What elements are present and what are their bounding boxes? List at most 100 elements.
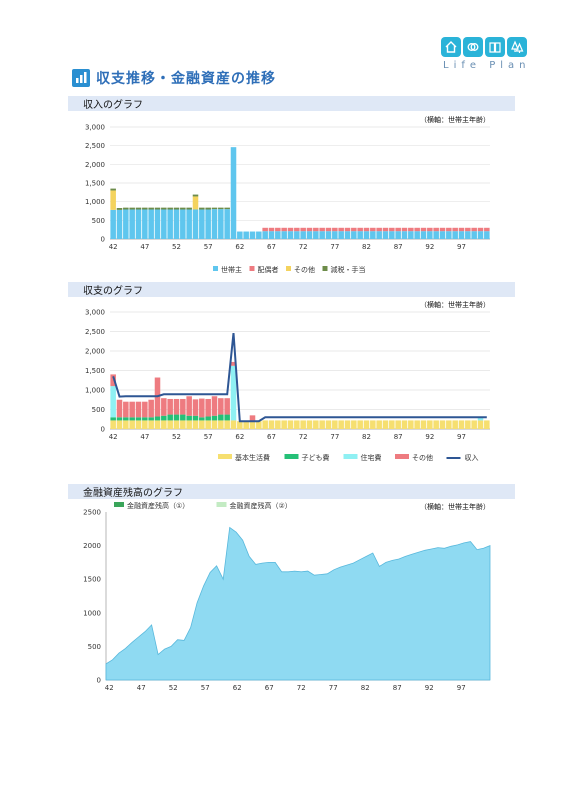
bar-segment	[452, 420, 458, 429]
bar-segment	[129, 420, 135, 429]
bar-segment	[395, 231, 401, 239]
bar-segment	[446, 231, 452, 239]
page-title: 収支推移・金融資産の推移	[96, 71, 276, 87]
bar-segment	[465, 227, 471, 232]
legend-swatch	[213, 266, 218, 271]
bar-segment	[262, 227, 268, 232]
legend-swatch	[114, 502, 124, 507]
asset-area-series-1	[105, 526, 491, 681]
bar-segment	[376, 420, 382, 429]
bar-segment	[110, 374, 116, 387]
x-tick-label: 97	[457, 433, 466, 441]
bar-segment	[173, 398, 180, 415]
bar-segment	[338, 227, 344, 232]
cashflow-section-title: 収支のグラフ	[83, 286, 143, 297]
bar-segment	[401, 420, 408, 429]
bar-segment	[471, 231, 477, 239]
bar-segment	[192, 399, 199, 416]
cashflow-axis-note: （横軸：世帯主年齢）	[420, 301, 490, 309]
bar-segment	[116, 209, 123, 239]
bar-segment	[294, 420, 300, 429]
bar-segment	[224, 414, 230, 421]
bar-segment	[477, 227, 484, 232]
legend-label: 減税・手当	[331, 265, 366, 274]
assets-section-title: 金融資産残高のグラフ	[83, 488, 183, 499]
bar-segment	[287, 420, 294, 429]
bar-segment	[205, 207, 211, 210]
x-tick-label: 67	[267, 243, 276, 251]
logo-text: Life Plan	[443, 60, 531, 71]
bar-segment	[268, 420, 275, 429]
bar-segment	[446, 420, 452, 429]
bar-segment	[180, 398, 186, 415]
bar-segment	[338, 231, 344, 239]
bar-segment	[294, 231, 300, 239]
bar-segment	[237, 231, 243, 239]
x-tick-label: 97	[457, 243, 466, 251]
x-tick-label: 52	[172, 433, 181, 441]
bar-segment	[306, 420, 313, 429]
bar-segment	[148, 209, 154, 239]
x-tick-label: 82	[361, 684, 370, 692]
bar-segment	[351, 420, 357, 429]
bar-segment	[186, 209, 192, 239]
bar-segment	[199, 209, 205, 239]
bar-segment	[357, 231, 363, 239]
x-tick-label: 57	[201, 684, 210, 692]
bar-segment	[199, 420, 205, 429]
y-tick-label: 500	[92, 406, 105, 414]
bar-segment	[382, 227, 389, 232]
bar-segment	[218, 209, 224, 239]
bar-segment	[268, 227, 275, 232]
bar-segment	[135, 209, 142, 239]
bar-segment	[218, 414, 224, 421]
bar-segment	[218, 420, 224, 429]
x-tick-label: 62	[233, 684, 242, 692]
bar-segment	[256, 231, 262, 239]
bar-segment	[110, 420, 116, 429]
legend-label: 住宅費	[361, 453, 382, 462]
bar-segment	[465, 420, 471, 429]
bar-segment	[287, 227, 294, 232]
bar-segment	[344, 231, 351, 239]
y-tick-label: 2,000	[85, 161, 105, 169]
x-tick-label: 57	[204, 243, 213, 251]
bar-segment	[161, 420, 167, 429]
x-tick-label: 77	[330, 243, 339, 251]
bar-segment	[477, 416, 484, 421]
bar-segment	[300, 227, 306, 232]
bar-segment	[458, 227, 465, 232]
bar-segment	[192, 420, 199, 429]
legend-label: 収入	[465, 454, 479, 462]
book-icon	[485, 37, 505, 57]
income-section-bar	[68, 96, 515, 111]
bar-segment	[363, 420, 370, 429]
bar-segment	[370, 227, 376, 232]
cashflow-chart: 0 500 1,000 1,500 2,000 2,500 3,000 42 47 52 57 62 6…	[85, 309, 490, 462]
bar-segment	[408, 231, 414, 239]
legend-swatch	[218, 454, 232, 459]
bar-segment	[199, 417, 205, 421]
y-tick-label: 2,500	[85, 328, 105, 336]
bar-segment	[420, 227, 427, 232]
bar-segment	[192, 196, 199, 210]
bar-segment	[129, 401, 135, 418]
bar-segment	[458, 420, 465, 429]
bar-segment	[313, 231, 319, 239]
bar-segment	[363, 231, 370, 239]
bar-segment	[129, 417, 135, 421]
bar-segment	[319, 420, 325, 429]
bar-segment	[262, 420, 268, 429]
bar-segment	[319, 231, 325, 239]
bar-segment	[484, 231, 490, 239]
bar-segment	[192, 415, 199, 421]
x-tick-label: 67	[265, 684, 274, 692]
bar-segment	[199, 207, 205, 210]
bar-segment	[192, 194, 199, 197]
y-tick-label: 1500	[83, 576, 101, 584]
bar-segment	[389, 227, 395, 232]
bar-segment	[167, 398, 173, 415]
bar-segment	[357, 227, 363, 232]
bar-segment	[224, 420, 230, 429]
bar-segment	[123, 209, 129, 239]
